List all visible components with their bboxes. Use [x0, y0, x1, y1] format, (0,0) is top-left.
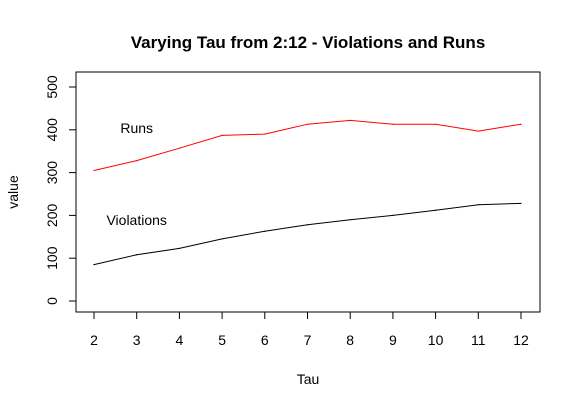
series-point	[392, 214, 394, 216]
series-point	[435, 209, 437, 211]
series-layer	[93, 119, 522, 266]
series-point	[221, 238, 223, 240]
series-point	[349, 119, 351, 121]
y-tick-label: 200	[44, 204, 60, 228]
y-tick-label: 100	[44, 246, 60, 270]
series-point	[306, 224, 309, 226]
x-tick-label: 4	[176, 332, 184, 348]
x-tick-label: 6	[261, 332, 269, 348]
annotation-label: Violations	[106, 212, 166, 228]
annotation-layer: Runs Violations	[106, 120, 166, 228]
series-point	[178, 147, 180, 149]
plot-frame	[75, 71, 541, 313]
y-tick-label: 400	[44, 118, 60, 142]
x-tick-label: 3	[133, 332, 141, 348]
series-point	[477, 130, 479, 132]
x-tick-label: 9	[389, 332, 397, 348]
series-point	[178, 247, 180, 249]
x-tick-label: 12	[513, 332, 529, 348]
series-point	[306, 123, 309, 125]
x-axis-label: Tau	[297, 371, 320, 387]
y-tick-label: 300	[44, 161, 60, 185]
series-point	[264, 133, 266, 135]
series-point	[349, 219, 351, 221]
x-tick-label: 7	[304, 332, 312, 348]
x-axis: 2 3 4 5 6 7 8 9 10 11 12	[90, 311, 529, 348]
series-point	[93, 264, 95, 266]
series-point	[520, 123, 522, 125]
series-point	[136, 254, 138, 256]
chart-title: Varying Tau from 2:12 - Violations and R…	[131, 33, 486, 52]
series-point	[477, 204, 479, 206]
x-tick-label: 5	[218, 332, 226, 348]
annotation-label: Runs	[120, 120, 153, 136]
y-axis: 0 100 200 300 400 500	[44, 75, 77, 305]
series-point	[221, 134, 223, 136]
y-tick-label: 0	[44, 297, 60, 305]
series-point	[136, 160, 138, 162]
series-point	[93, 169, 95, 172]
series-line-runs	[93, 119, 522, 171]
x-tick-label: 10	[428, 332, 444, 348]
x-tick-label: 8	[346, 332, 354, 348]
series-point	[392, 123, 394, 125]
series-point	[435, 123, 437, 125]
series-point	[264, 230, 266, 232]
series-point	[520, 202, 522, 205]
y-axis-label: value	[5, 175, 21, 209]
y-tick-label: 500	[44, 75, 60, 99]
x-tick-label: 11	[471, 332, 486, 348]
x-tick-label: 2	[90, 332, 98, 348]
